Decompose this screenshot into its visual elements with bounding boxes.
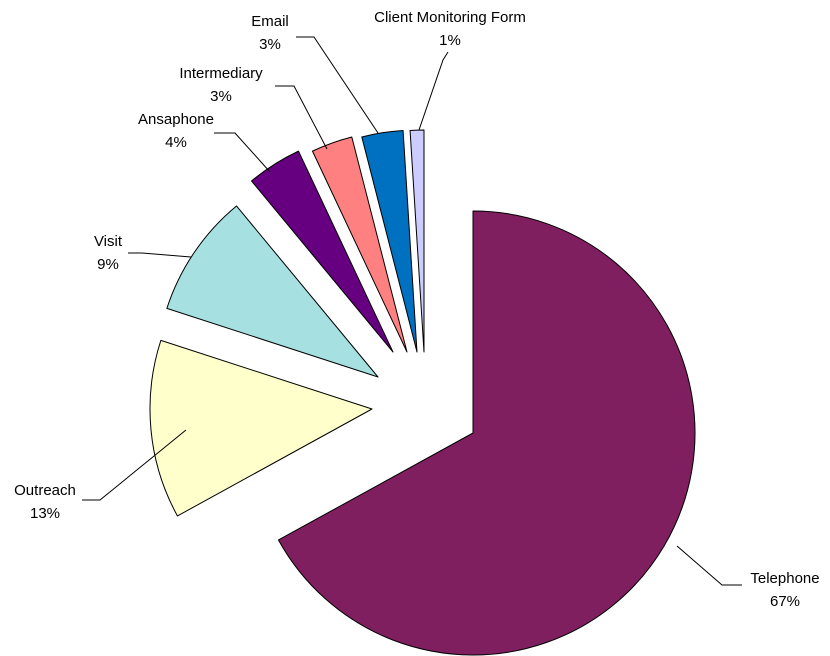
leader-line-outreach — [82, 429, 187, 501]
slice-value-ansaphone: 4% — [165, 134, 187, 151]
slice-label-email: Email — [251, 13, 289, 30]
pie-slice-intermediary — [311, 136, 408, 353]
slice-value-visit: 9% — [97, 256, 119, 273]
slice-label-ansaphone: Ansaphone — [138, 111, 214, 128]
leader-line-intermediary — [275, 85, 328, 150]
slice-label-visit: Visit — [94, 233, 123, 250]
pie-slice-client-monitoring-form — [409, 129, 425, 353]
slice-value-outreach: 13% — [30, 505, 60, 522]
slice-value-email: 3% — [259, 36, 281, 53]
leader-line-telephone — [676, 545, 742, 586]
leader-line-client-monitoring-form — [418, 51, 449, 131]
slice-value-telephone: 67% — [770, 593, 800, 610]
leader-line-visit — [128, 252, 192, 258]
leader-line-ansaphone — [214, 132, 271, 173]
slice-value-client-monitoring-form: 1% — [439, 32, 461, 49]
leader-lines — [82, 36, 742, 586]
slice-value-intermediary: 3% — [210, 88, 232, 105]
slice-label-intermediary: Intermediary — [179, 65, 263, 82]
pie-slice-outreach — [149, 339, 373, 517]
pie-slice-visit — [166, 205, 379, 378]
slice-label-client-monitoring-form: Client Monitoring Form — [374, 9, 526, 26]
pie-slices — [149, 129, 696, 656]
pie-slice-email — [361, 129, 418, 353]
leader-line-email — [296, 36, 379, 134]
slice-label-outreach: Outreach — [14, 482, 76, 499]
pie-slice-telephone — [277, 210, 696, 656]
slice-label-telephone: Telephone — [750, 570, 819, 587]
data-labels: Telephone 67% Outreach 13% Visit 9% Ansaphone 4… — [14, 9, 819, 610]
pie-slice-ansaphone — [250, 150, 394, 353]
